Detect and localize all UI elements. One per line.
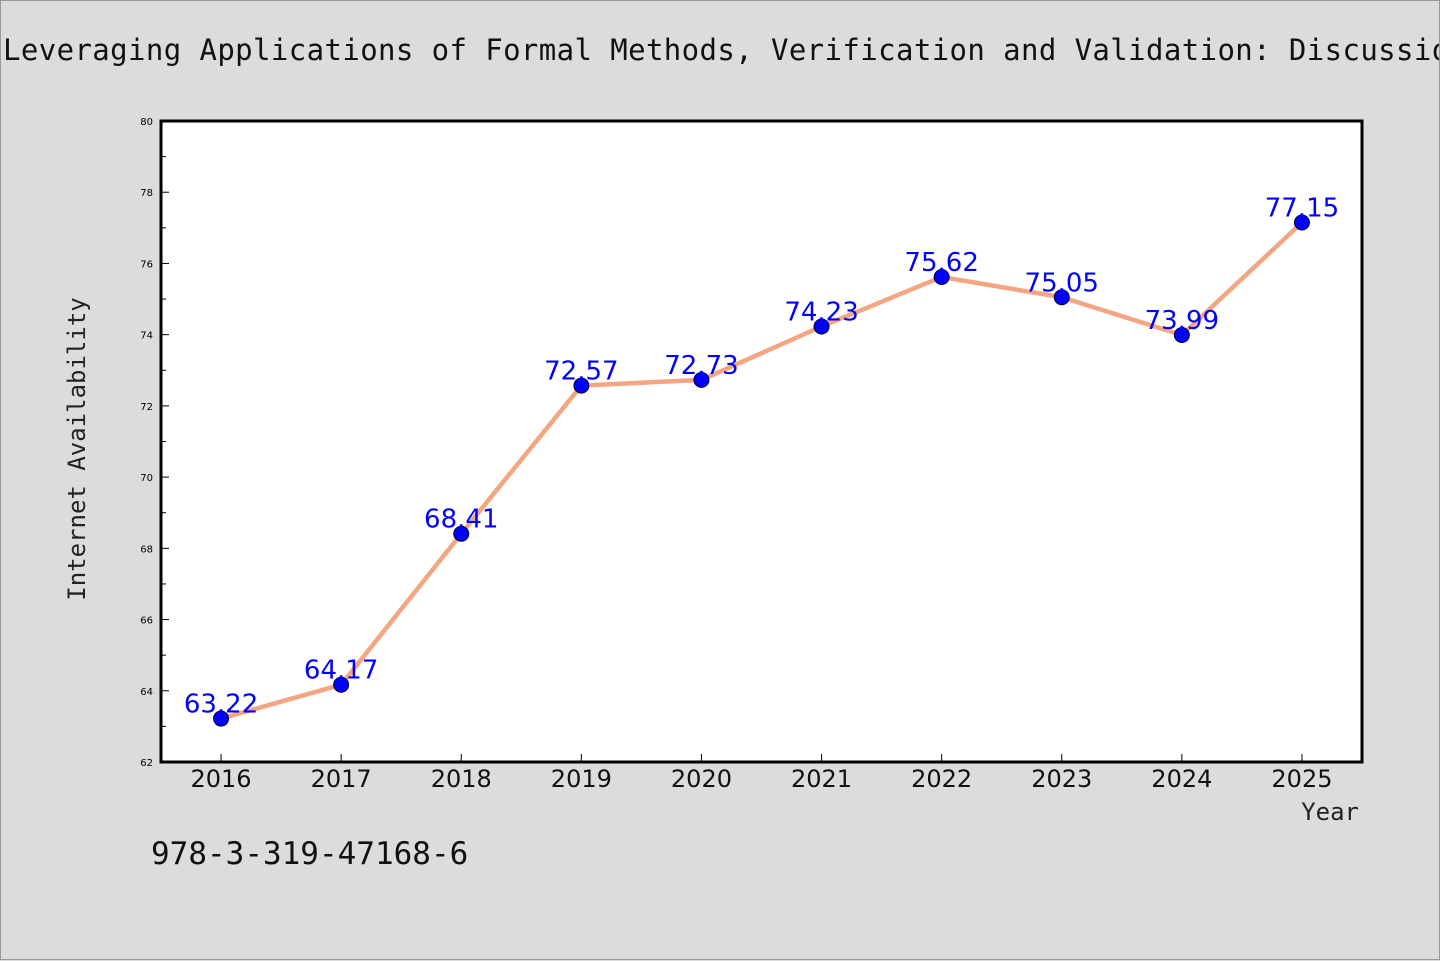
data-point (453, 525, 470, 542)
x-tick-label: 2021 (791, 765, 852, 793)
x-tick-label: 2019 (551, 765, 612, 793)
x-axis: 2016 2017 2018 2019 2020 2021 2022 2023 2024 2025 (191, 754, 1332, 793)
x-tick-label: 2016 (191, 765, 252, 793)
data-label: 68.41 (424, 505, 498, 535)
data-label: 74.23 (784, 297, 858, 327)
x-tick-label: 2017 (311, 765, 372, 793)
y-tick-label: 76 (140, 259, 153, 270)
data-point (813, 318, 830, 335)
data-point (933, 268, 950, 285)
data-point (333, 676, 350, 693)
data-point (1293, 214, 1310, 231)
y-tick-label: 62 (140, 758, 153, 769)
chart-title: Leveraging Applications of Formal Method… (3, 33, 1439, 67)
x-tick-label: 2024 (1151, 765, 1212, 793)
x-axis-label: Year (1301, 798, 1359, 826)
x-tick-label: 2023 (1031, 765, 1092, 793)
y-tick-label: 70 (140, 473, 153, 484)
y-tick-label: 72 (140, 402, 153, 413)
y-axis-label: Internet Availability (63, 297, 91, 601)
x-tick-label: 2025 (1271, 765, 1332, 793)
data-label: 72.57 (544, 357, 618, 387)
data-point (1173, 327, 1190, 344)
x-tick-label: 2022 (911, 765, 972, 793)
data-label: 77.15 (1265, 193, 1339, 223)
y-tick-label: 74 (140, 331, 153, 342)
data-label: 75.62 (904, 248, 978, 278)
plot-area (159, 119, 1364, 764)
series-line (218, 220, 1305, 721)
data-label: 64.17 (304, 656, 378, 686)
data-label: 73.99 (1145, 306, 1219, 336)
data-point (213, 710, 230, 727)
x-tick-label: 2018 (431, 765, 492, 793)
data-label: 72.73 (664, 351, 738, 381)
y-axis: 62 64 66 68 70 72 74 76 78 80 (140, 117, 169, 769)
y-tick-label: 64 (140, 687, 153, 698)
y-tick-label: 68 (140, 544, 153, 555)
data-point (573, 377, 590, 394)
y-tick-label: 80 (140, 117, 153, 128)
data-point (693, 371, 710, 388)
isbn-annotation: 978-3-319-47168-6 (151, 836, 469, 872)
data-label: 63.22 (184, 690, 258, 720)
x-tick-label: 2020 (671, 765, 732, 793)
series-internet-availability: 63.22 64.17 68.41 72.57 72.73 74.23 75.62 75.05… (184, 193, 1339, 727)
data-label: 75.05 (1025, 268, 1099, 298)
data-point (1053, 289, 1070, 306)
y-tick-label: 66 (140, 616, 153, 627)
y-tick-label: 78 (140, 188, 153, 199)
